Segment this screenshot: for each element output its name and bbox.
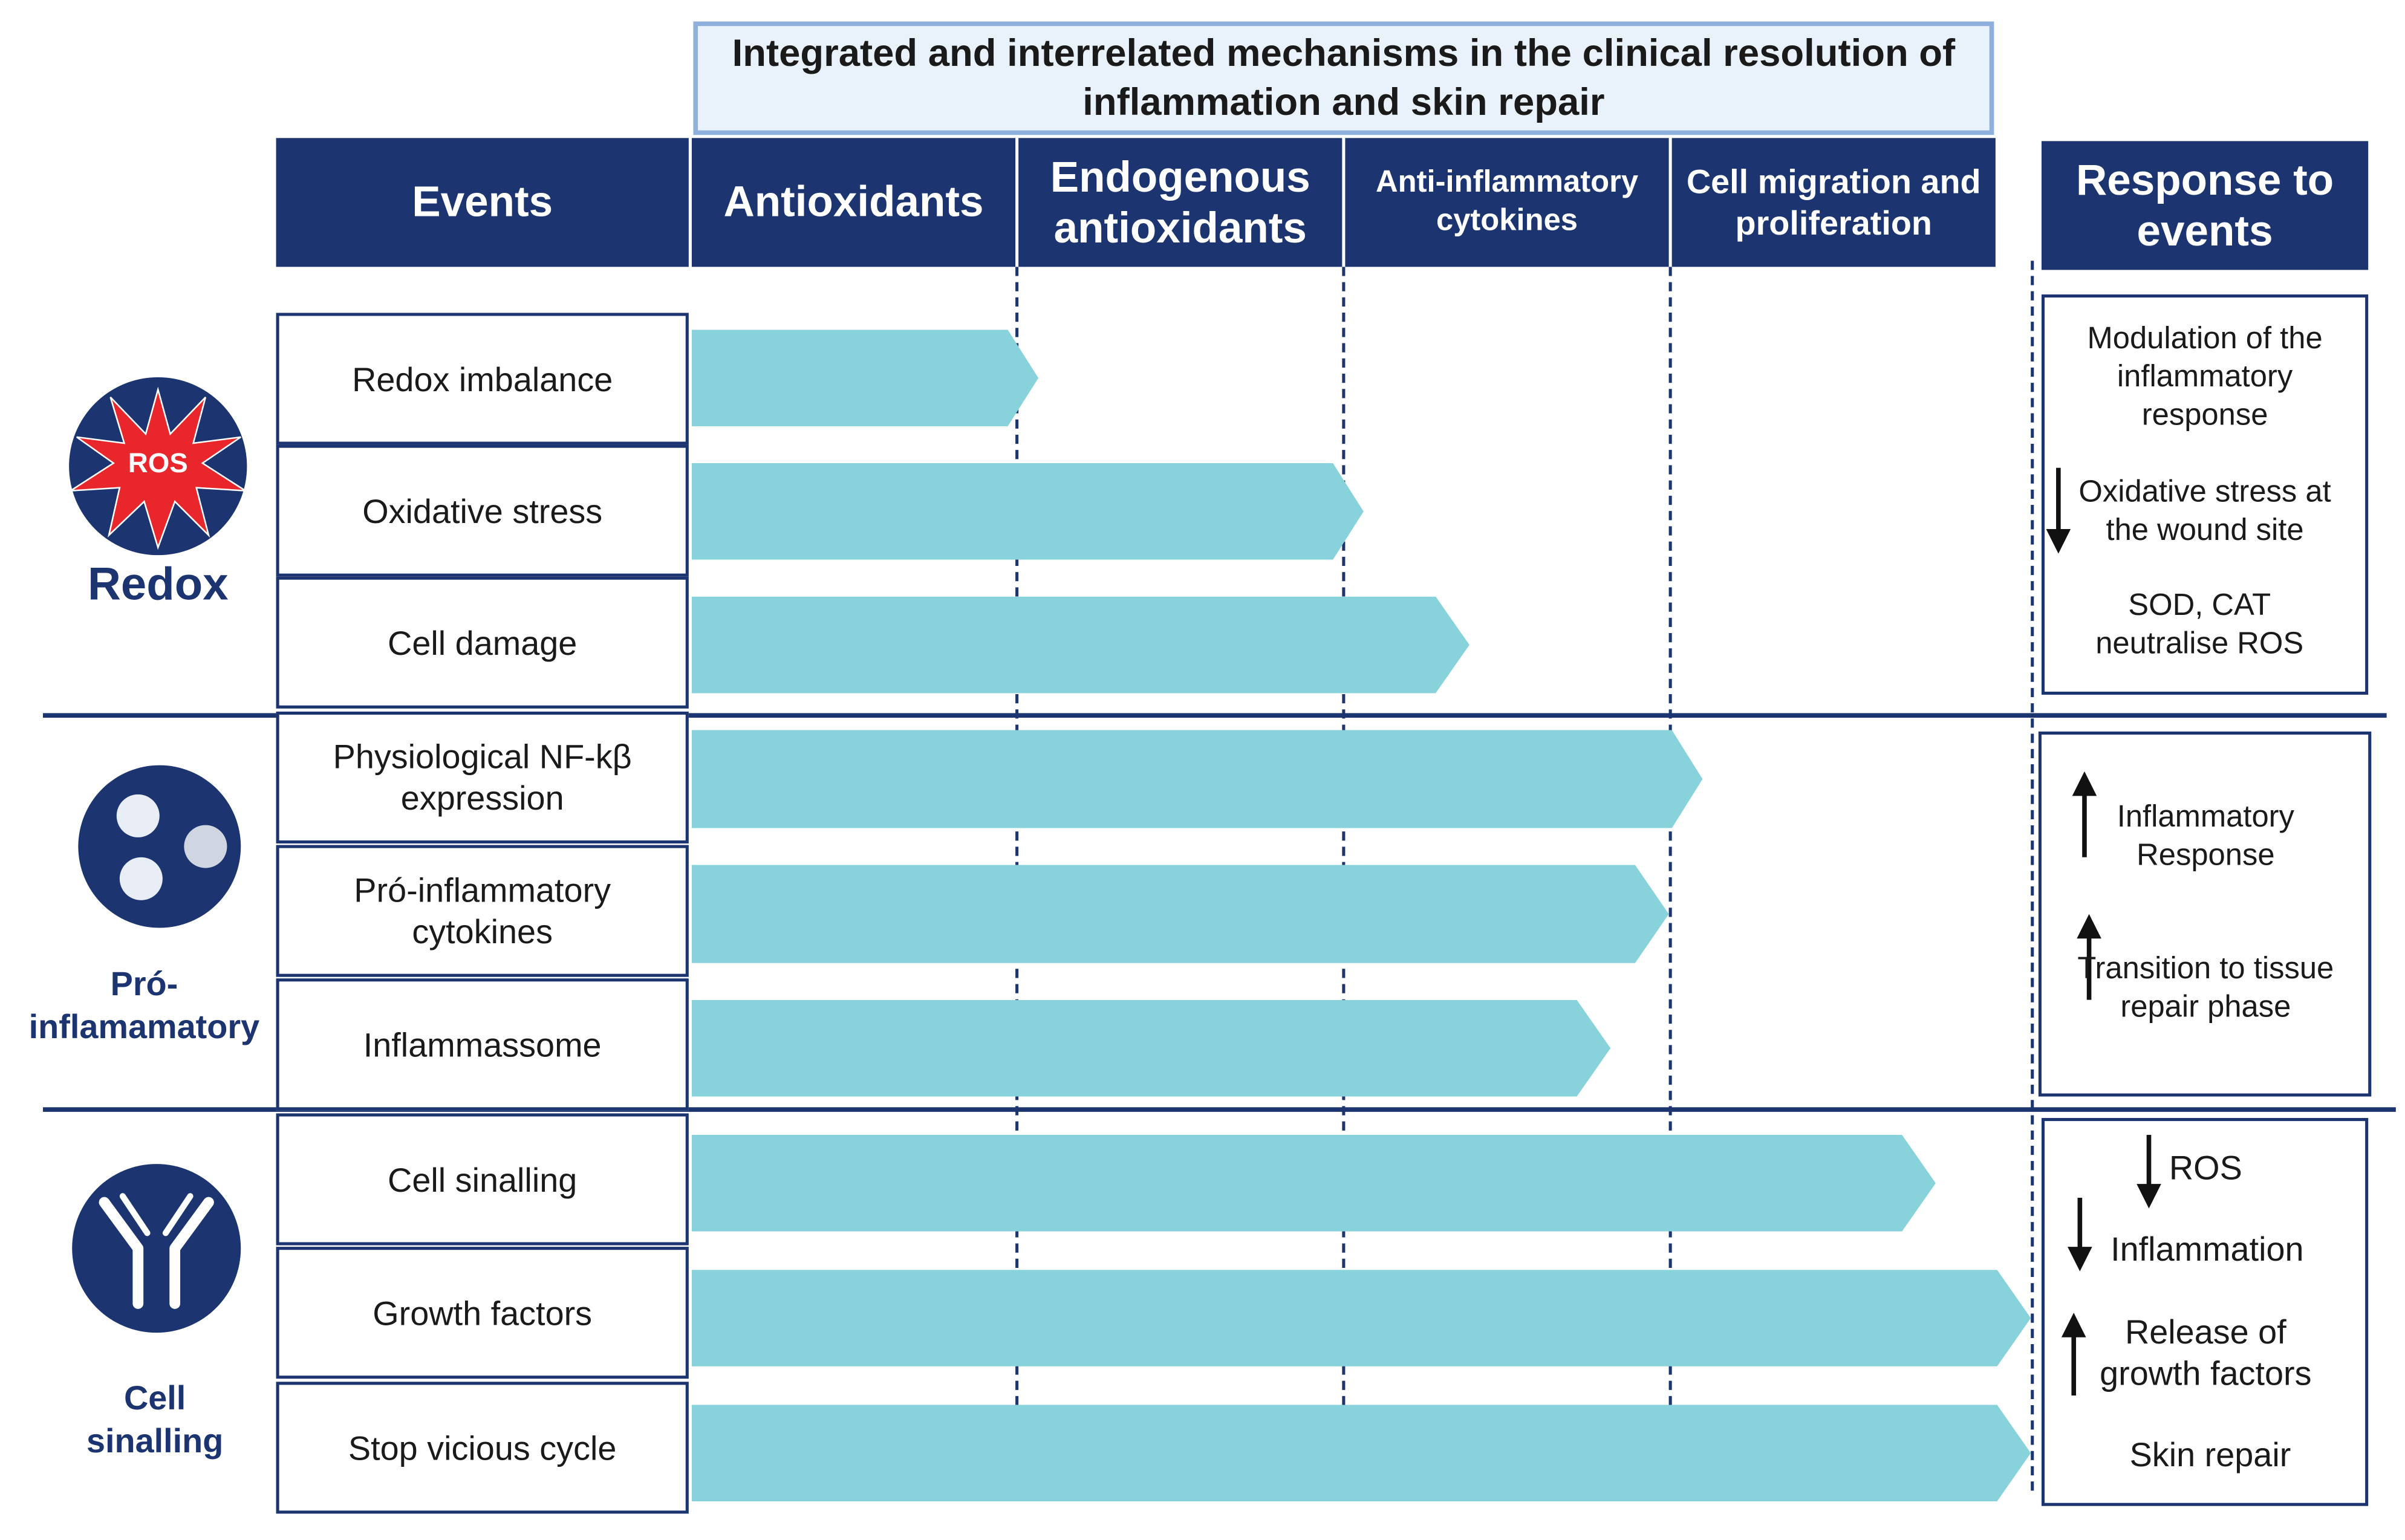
response-text: Skin repair bbox=[2129, 1435, 2291, 1474]
arrow-pro-inflammatory-cytokines bbox=[692, 865, 1669, 963]
header-antioxidants: Antioxidants bbox=[691, 138, 1016, 267]
group-separator bbox=[43, 713, 2387, 718]
event-nfkb-expression: Physiological NF-kβ expression bbox=[276, 711, 689, 844]
event-cell-sinalling: Cell sinalling bbox=[276, 1113, 689, 1246]
response-box-cell-sinalling bbox=[2041, 1118, 2369, 1506]
up-arrow-icon bbox=[2058, 1313, 2089, 1396]
response-text: Oxidative stress at the wound site bbox=[2078, 475, 2331, 548]
response-text: Release of growth factors bbox=[2100, 1313, 2312, 1393]
header-endogenous-antioxidants: Endogenous antioxidants bbox=[1018, 138, 1342, 267]
group-label-redox: Redox bbox=[87, 559, 229, 611]
group-separator bbox=[43, 1107, 2396, 1112]
up-arrow-icon bbox=[2074, 914, 2104, 1000]
group-label-cell-sinalling: Cell sinalling bbox=[86, 1379, 224, 1460]
response-box-redox bbox=[2041, 294, 2369, 695]
arrow-stop-vicious-cycle bbox=[692, 1405, 2031, 1501]
antibody-icon bbox=[71, 1163, 242, 1334]
event-redox-imbalance: Redox imbalance bbox=[276, 313, 689, 445]
arrow-oxidative-stress bbox=[692, 463, 1364, 560]
response-text: Inflammatory Response bbox=[2117, 801, 2294, 873]
response-text: Modulation of the inflammatory response bbox=[2087, 322, 2323, 433]
group-label-pro-inflammatory: Pró-inflamamatory bbox=[12, 963, 276, 1049]
down-arrow-icon bbox=[2043, 467, 2074, 554]
arrow-cell-sinalling bbox=[692, 1135, 1936, 1232]
event-stop-vicious-cycle: Stop vicious cycle bbox=[276, 1382, 689, 1514]
ros-starburst-icon: ROS bbox=[67, 375, 249, 556]
response-text: Inflammation bbox=[2110, 1230, 2304, 1269]
dashed-divider bbox=[2031, 261, 2034, 1491]
arrow-growth-factors bbox=[692, 1270, 2031, 1366]
header-events: Events bbox=[276, 138, 689, 267]
event-pro-inflammatory-cytokines: Pró-inflammatory cytokines bbox=[276, 845, 689, 977]
cells-in-circle-icon bbox=[77, 764, 242, 929]
group-label-pro-inflammatory-text: Pró-inflamamatory bbox=[28, 964, 260, 1046]
header-anti-inflammatory-cytokines: Anti-inflammatory cytokines bbox=[1345, 138, 1669, 267]
ros-icon-text: ROS bbox=[128, 447, 188, 478]
header-response-to-events: Response to events bbox=[2041, 141, 2369, 270]
response-text: ROS bbox=[2169, 1148, 2242, 1187]
up-arrow-icon bbox=[2069, 771, 2100, 857]
response-text: Transition to tissue repair phase bbox=[2077, 952, 2334, 1025]
header-cell-migration: Cell migration and proliferation bbox=[1671, 138, 1996, 267]
event-growth-factors: Growth factors bbox=[276, 1247, 689, 1379]
response-text: SOD, CAT neutralise ROS bbox=[2095, 588, 2304, 661]
diagram-title: Integrated and interrelated mechanisms i… bbox=[693, 21, 1994, 135]
event-cell-damage: Cell damage bbox=[276, 576, 689, 709]
arrow-cell-damage bbox=[692, 597, 1469, 694]
event-oxidative-stress: Oxidative stress bbox=[276, 444, 689, 577]
arrow-nfkb-expression bbox=[692, 730, 1702, 828]
event-inflammassome: Inflammassome bbox=[276, 978, 689, 1111]
arrow-inflammassome bbox=[692, 1000, 1610, 1097]
arrow-redox-imbalance bbox=[692, 330, 1038, 426]
dashed-divider bbox=[1668, 267, 1672, 1497]
down-arrow-icon bbox=[2133, 1134, 2164, 1209]
down-arrow-icon bbox=[2065, 1197, 2095, 1272]
